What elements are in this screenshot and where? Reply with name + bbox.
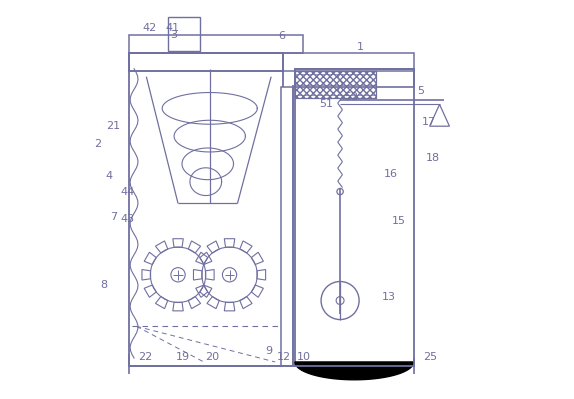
Text: 3: 3 <box>170 30 177 40</box>
Text: 1: 1 <box>357 42 364 52</box>
Bar <box>295 69 414 366</box>
Text: 2: 2 <box>94 139 101 149</box>
Bar <box>281 87 293 366</box>
Text: 22: 22 <box>138 352 152 362</box>
Bar <box>129 53 283 71</box>
Bar <box>295 71 376 99</box>
Bar <box>295 69 414 87</box>
Text: 18: 18 <box>426 153 440 163</box>
Text: 41: 41 <box>166 23 180 34</box>
Text: 21: 21 <box>106 121 121 131</box>
Text: 17: 17 <box>422 117 436 127</box>
Text: 44: 44 <box>121 188 135 198</box>
Text: 52: 52 <box>344 92 358 102</box>
Text: 7: 7 <box>110 212 117 222</box>
Text: 15: 15 <box>391 216 406 226</box>
Text: 43: 43 <box>121 213 135 223</box>
Text: 5: 5 <box>417 85 424 95</box>
Text: 25: 25 <box>424 352 437 362</box>
Text: 20: 20 <box>205 352 220 362</box>
Text: 10: 10 <box>297 352 311 362</box>
Bar <box>129 53 283 366</box>
Bar <box>129 53 414 71</box>
Bar <box>168 17 200 51</box>
Text: 51: 51 <box>319 99 333 109</box>
Text: 12: 12 <box>277 352 291 362</box>
Text: 19: 19 <box>176 352 190 362</box>
Polygon shape <box>295 362 414 380</box>
Text: 9: 9 <box>266 346 273 356</box>
Text: 6: 6 <box>279 31 286 41</box>
Text: 13: 13 <box>382 292 396 302</box>
Text: 16: 16 <box>384 169 398 179</box>
Bar <box>295 71 376 99</box>
Text: 42: 42 <box>142 23 156 34</box>
Bar <box>129 35 303 53</box>
Text: 8: 8 <box>100 280 107 290</box>
Text: 4: 4 <box>106 171 113 181</box>
